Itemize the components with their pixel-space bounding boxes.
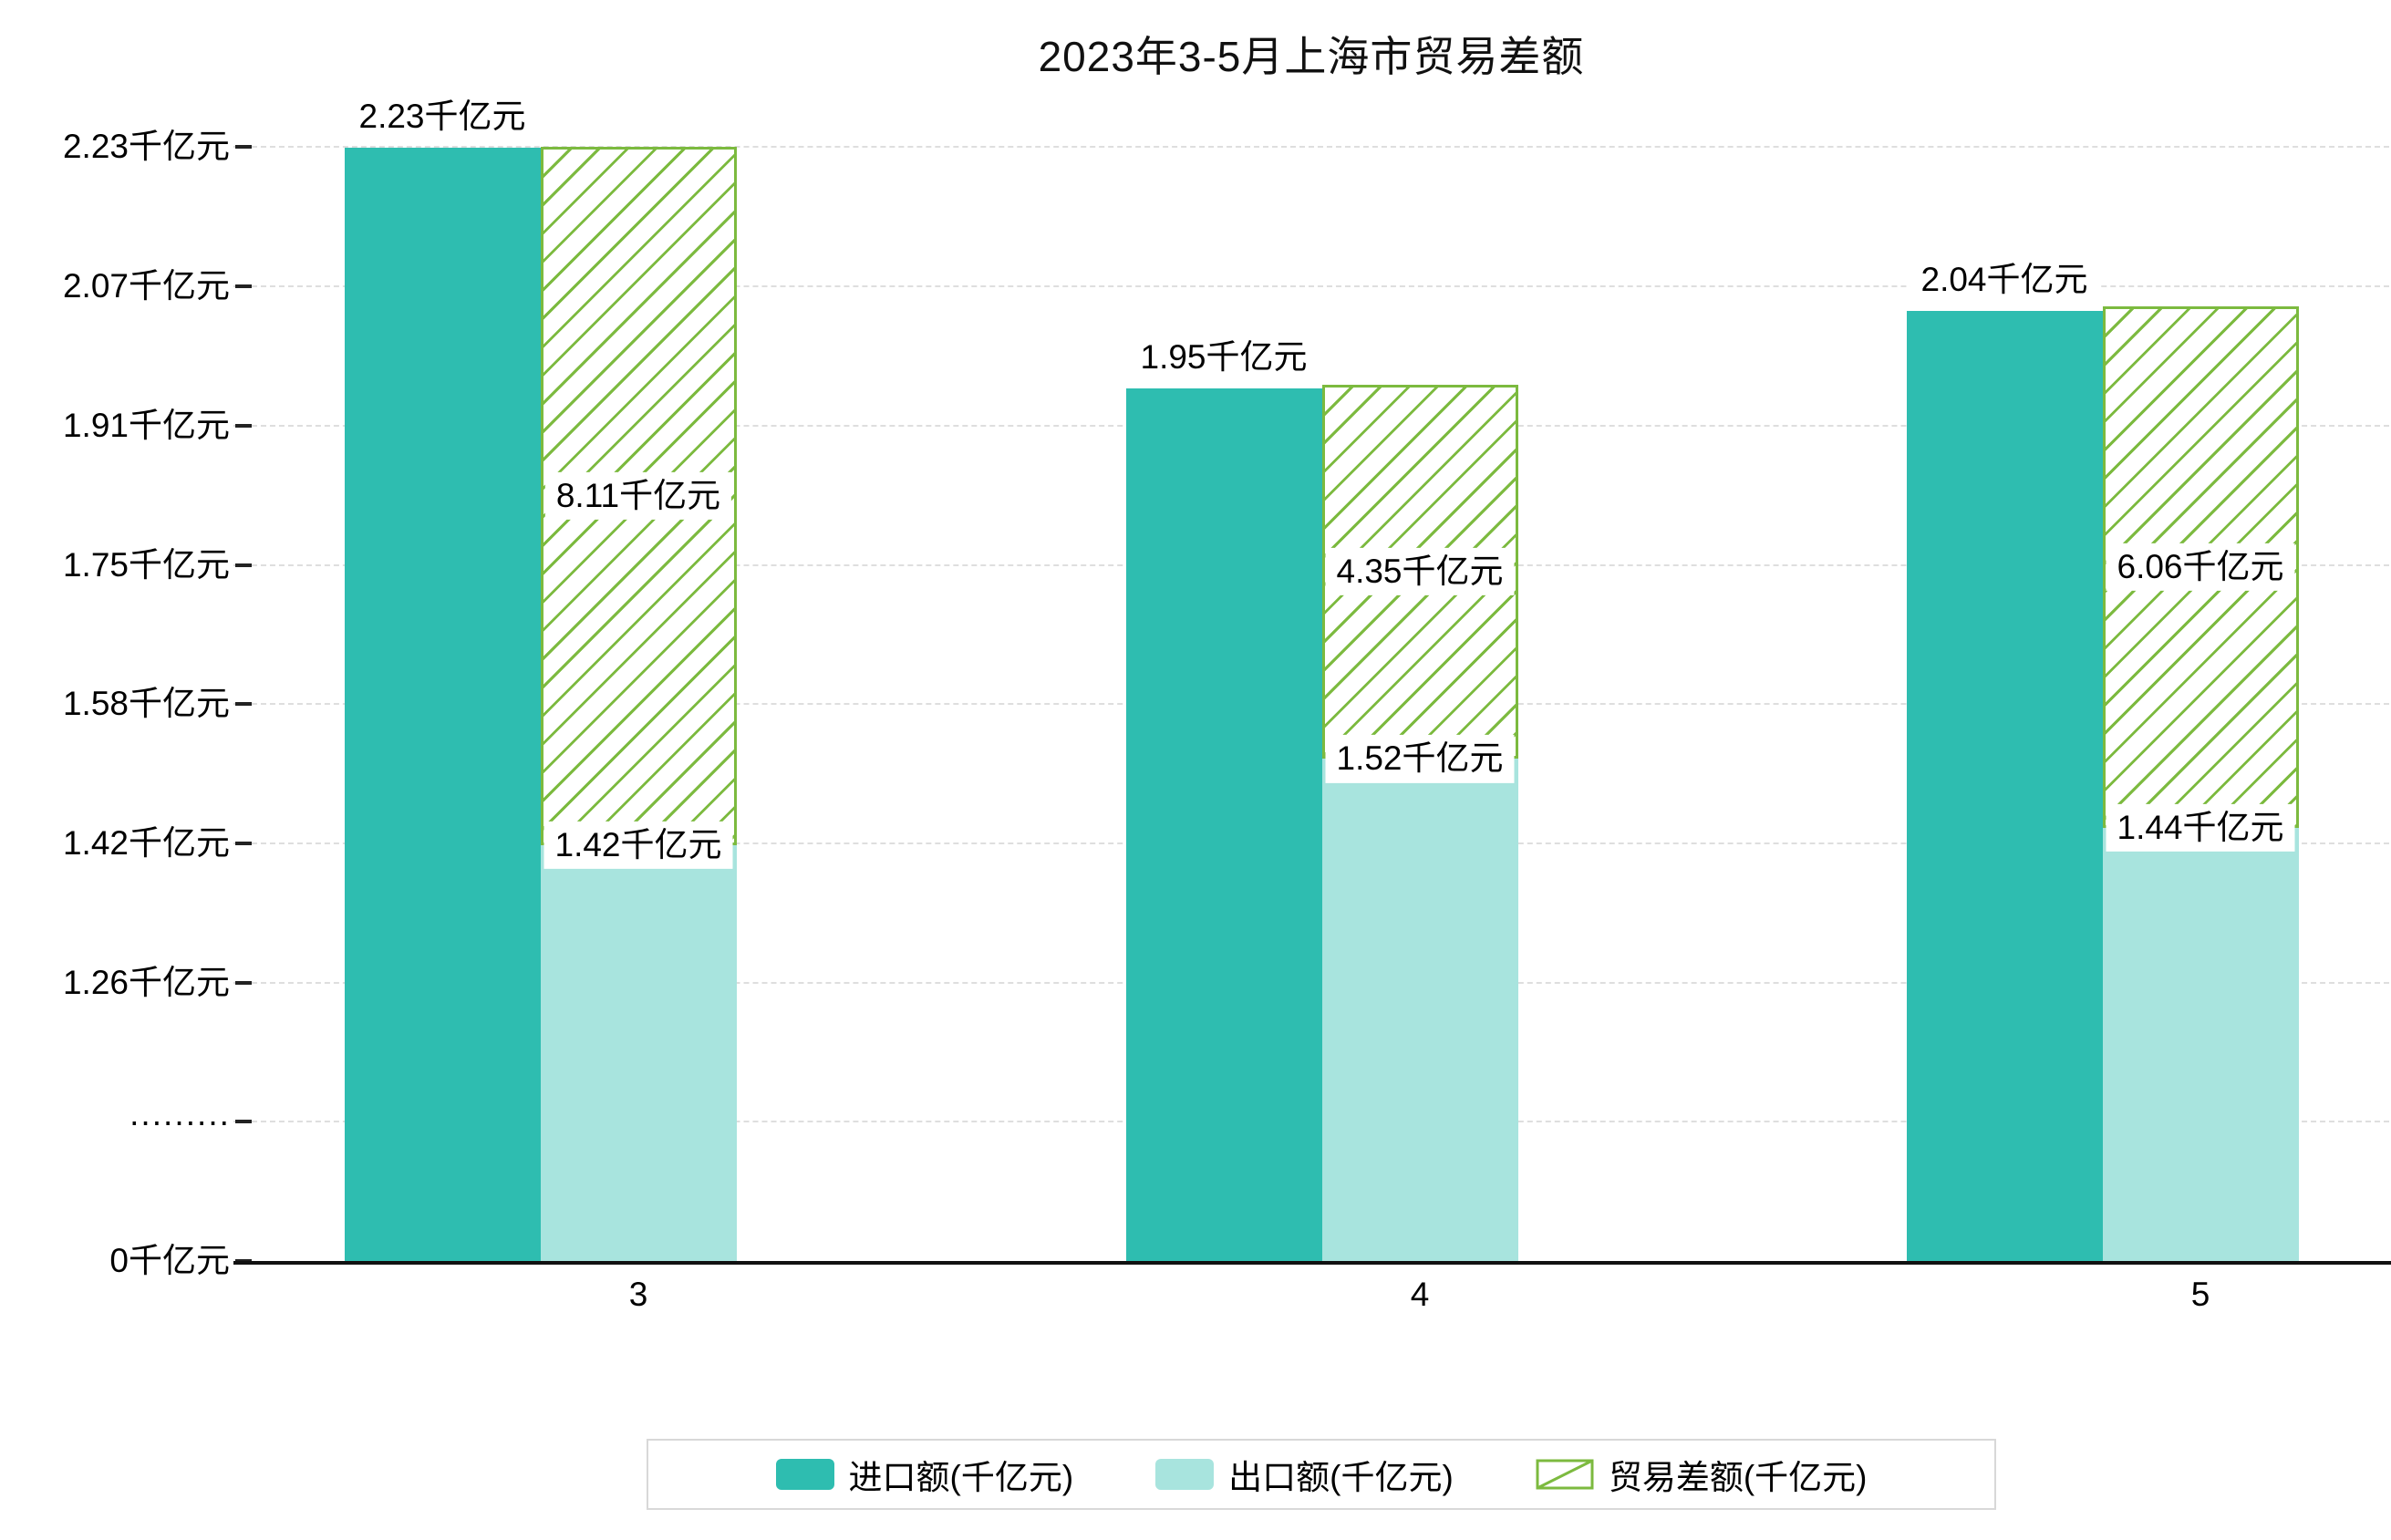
x-axis-tick-label: 3 [628,1276,648,1313]
y-axis-tick-label: 1.75千亿元 [62,545,230,584]
trade-balance-swatch [1536,1459,1594,1490]
y-axis-tick-mark [235,841,252,845]
legend-item-import[interactable]: 进口额(千亿元) [775,1450,1074,1499]
y-axis-break-label: ········· [129,1102,230,1141]
legend: 进口额(千亿元) 出口额(千亿元) 贸易差额(千亿元) [647,1439,1996,1510]
y-axis-tick-mark [235,980,252,985]
import-value-label: 2.04千亿元 [1910,256,2099,305]
trade-balance-value-label: 6.06千亿元 [2106,543,2295,591]
y-axis-tick-mark [235,563,252,567]
import-value-label: 1.95千亿元 [1129,334,1319,382]
y-axis-tick-mark [235,702,252,707]
y-axis-tick-label: 1.58千亿元 [62,685,230,723]
y-axis-tick-mark [235,423,252,428]
x-axis-line [233,1261,2391,1265]
legend-item-export[interactable]: 出口额(千亿元) [1155,1450,1454,1499]
import-bar[interactable] [1126,388,1322,1261]
trade-balance-value-label: 4.35千亿元 [1325,547,1515,596]
trade-balance-value-label: 8.11千亿元 [544,471,732,521]
x-axis-tick-label: 5 [2190,1276,2210,1313]
y-axis-tick-mark [235,1120,252,1124]
gridline [233,146,2389,149]
y-axis-tick-label: 2.23千亿元 [62,128,230,166]
export-value-label: 1.44千亿元 [2106,803,2295,853]
legend-item-trade-balance[interactable]: 贸易差额(千亿元) [1536,1450,1868,1499]
y-axis-tick-label: 2.07千亿元 [62,267,230,305]
legend-label-import: 进口额(千亿元) [848,1459,1074,1496]
y-axis-tick-label: 0千亿元 [109,1242,230,1279]
export-bar[interactable] [2103,828,2299,1261]
chart-title: 2023年3-5月上海市贸易差额 [1038,33,1585,80]
gridline [233,285,2389,288]
import-bar[interactable] [345,148,541,1261]
y-axis-tick-mark [235,145,252,150]
import-swatch [775,1459,834,1490]
import-value-label: 2.23千亿元 [347,92,537,141]
import-bar[interactable] [1907,311,2103,1261]
y-axis-tick-label: 1.91千亿元 [62,406,230,444]
export-value-label: 1.52千亿元 [1325,735,1515,783]
export-bar[interactable] [1322,759,1518,1261]
legend-label-trade-balance: 贸易差额(千亿元) [1608,1459,1868,1496]
export-bar[interactable] [541,844,737,1261]
y-axis-tick-label: 1.26千亿元 [62,963,230,1001]
y-axis-tick-label: 1.42千亿元 [62,823,230,862]
x-axis-tick-label: 4 [1410,1276,1430,1313]
export-value-label: 1.42千亿元 [543,821,733,870]
export-swatch [1155,1459,1215,1490]
y-axis-tick-mark [235,284,252,289]
legend-label-export: 出口额(千亿元) [1228,1459,1454,1496]
